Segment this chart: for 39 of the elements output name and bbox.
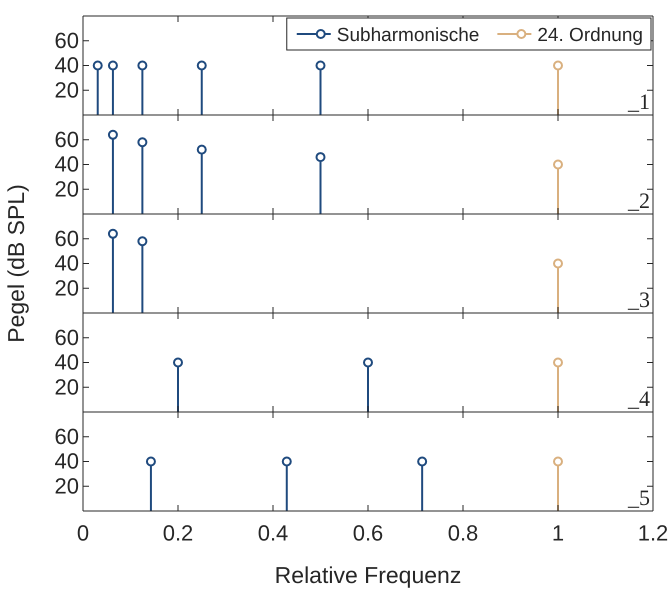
y-tick-label: 20 bbox=[54, 275, 79, 300]
point bbox=[316, 152, 326, 162]
x-tick-label: 1 bbox=[552, 520, 564, 546]
point bbox=[553, 258, 563, 268]
point bbox=[553, 160, 563, 170]
y-tick-label: 40 bbox=[54, 448, 79, 474]
annotation: _1 bbox=[627, 89, 650, 114]
x-axis-title: Relative Frequenz bbox=[274, 562, 462, 588]
x-tick-label: 0 bbox=[76, 520, 90, 546]
point bbox=[108, 130, 118, 140]
y-tick-label: 40 bbox=[54, 52, 79, 78]
y-tick-label: 20 bbox=[54, 374, 79, 400]
y-tick-label: 60 bbox=[54, 424, 79, 449]
x-tick-label: 1.2 bbox=[638, 520, 668, 546]
point bbox=[108, 228, 118, 239]
y-tick-label: 40 bbox=[54, 152, 79, 177]
point bbox=[196, 144, 207, 155]
y-tick-label: 20 bbox=[54, 473, 79, 498]
x-tick-label: 0.8 bbox=[448, 520, 478, 546]
x-tick-label: 0.6 bbox=[352, 520, 384, 546]
y-tick-label: 40 bbox=[54, 350, 79, 375]
annotation: _4 bbox=[627, 386, 650, 411]
legend-label: Subharmonische bbox=[336, 25, 480, 46]
annotation: _3 bbox=[627, 287, 650, 312]
annotation: _5 bbox=[627, 485, 650, 510]
x-tick-label: 0.4 bbox=[258, 520, 288, 546]
y-tick-label: 60 bbox=[54, 28, 79, 53]
y-tick-label: 60 bbox=[54, 126, 79, 152]
y-tick-label: 20 bbox=[54, 77, 79, 102]
y-tick-label: 20 bbox=[54, 176, 79, 202]
point bbox=[137, 236, 148, 246]
y-tick-label: 60 bbox=[54, 226, 79, 251]
annotation: _2 bbox=[627, 188, 650, 213]
y-axis-title: Pegel (dB SPL) bbox=[3, 184, 29, 343]
x-tick-label: 0.2 bbox=[162, 520, 194, 546]
legend-label: 24. Ordnung bbox=[537, 25, 643, 46]
y-tick-label: 40 bbox=[54, 250, 79, 276]
point bbox=[137, 137, 148, 148]
y-tick-label: 60 bbox=[54, 324, 79, 350]
